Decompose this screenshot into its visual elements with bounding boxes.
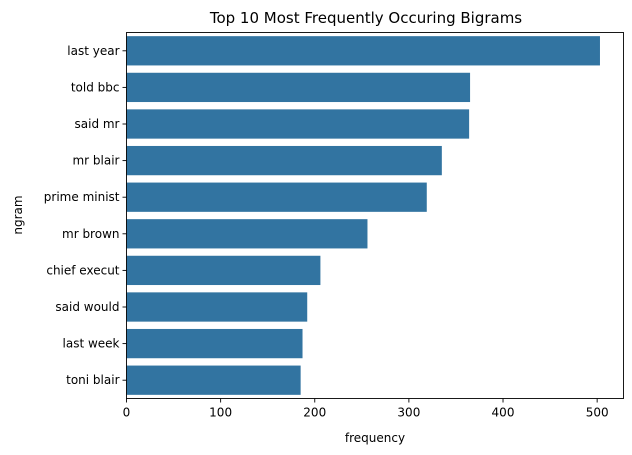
bar [126, 109, 470, 139]
bars-group [126, 36, 600, 395]
x-tick-label: 500 [586, 406, 609, 420]
x-tick-label: 400 [492, 406, 515, 420]
bar [126, 365, 301, 395]
x-axis-ticks: 0 100 200 300 400 500 [123, 398, 609, 420]
bar [126, 255, 321, 286]
bar [126, 292, 308, 322]
y-tick-label: told bbc [71, 80, 120, 94]
y-tick-label: chief execut [46, 263, 119, 277]
x-tick-label: 200 [303, 406, 326, 420]
y-tick-label: prime minist [44, 190, 120, 204]
y-tick-label: said would [55, 300, 119, 314]
bar [126, 72, 471, 103]
y-tick-label: toni blair [66, 373, 119, 387]
chart-title: Top 10 Most Frequently Occuring Bigrams [209, 9, 522, 27]
y-tick-label: said mr [75, 117, 120, 131]
bar [126, 328, 303, 359]
plot-frame [126, 32, 624, 399]
y-axis-ticks: last year told bbc said mr mr blair prime mi… [44, 44, 127, 387]
bar [126, 219, 368, 249]
y-tick-label: last year [67, 44, 119, 58]
y-tick-label: last week [63, 337, 120, 351]
bar [126, 182, 427, 212]
y-tick-label: mr brown [62, 227, 120, 241]
y-axis-label: ngram [11, 195, 25, 234]
x-tick-label: 300 [397, 406, 420, 420]
y-tick-label: mr blair [72, 154, 119, 168]
x-tick-label: 100 [209, 406, 232, 420]
x-tick-label: 0 [123, 406, 131, 420]
bar [126, 145, 442, 176]
x-axis-label: frequency [345, 431, 405, 445]
bar [126, 36, 600, 66]
